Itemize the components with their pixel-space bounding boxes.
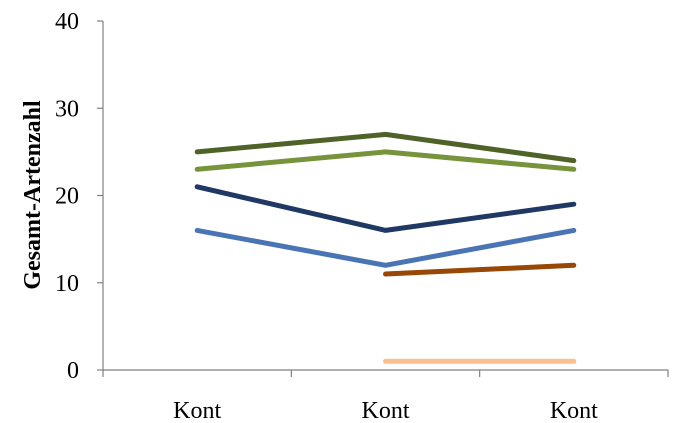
series-line-2 <box>194 149 577 172</box>
y-tick-label: 40 <box>55 9 79 35</box>
y-tick-label: 30 <box>55 96 79 122</box>
y-axis: 0 10 20 30 40 <box>55 9 104 384</box>
x-axis: Kont Kont Kont <box>102 369 669 423</box>
x-tick-label: Kont <box>173 398 221 423</box>
y-tick-label: 0 <box>67 358 79 384</box>
x-tick-label: Kont <box>550 398 598 423</box>
series-line-3 <box>194 184 577 233</box>
y-tick-label: 10 <box>55 271 79 297</box>
series-line-4 <box>194 227 577 268</box>
series-line-5 <box>383 262 577 277</box>
x-tick-label: Kont <box>362 398 410 423</box>
y-tick-label: 20 <box>55 184 79 210</box>
series-layer <box>194 131 577 364</box>
y-axis-title: Gesamt-Artenzahl <box>20 100 46 290</box>
series-line-1 <box>194 131 577 164</box>
